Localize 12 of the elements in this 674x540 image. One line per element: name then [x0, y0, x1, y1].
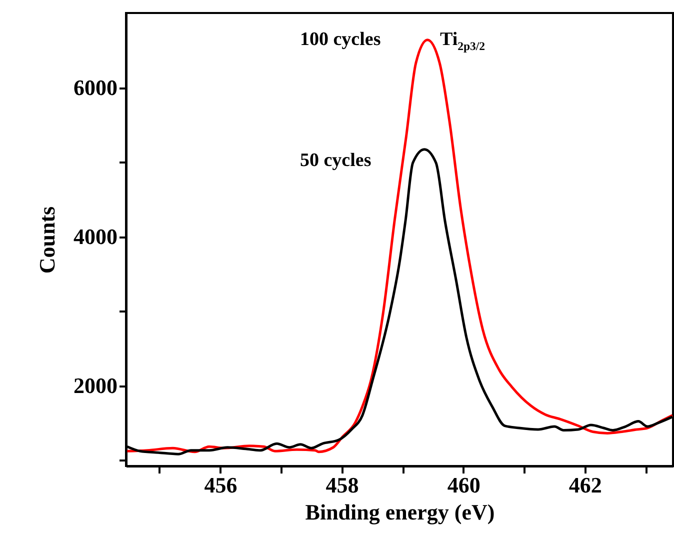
- annotation: 50 cycles: [300, 150, 372, 171]
- y-tick-label: 4000: [74, 224, 118, 250]
- x-tick-label: 460: [447, 472, 480, 498]
- x-tick-label: 456: [204, 472, 238, 498]
- y-tick-label: 2000: [74, 373, 118, 398]
- annotation: 100 cycles: [300, 29, 381, 50]
- y-axis-title: Counts: [34, 206, 60, 274]
- x-axis-title: Binding energy (eV): [305, 500, 495, 524]
- x-tick-label: 458: [326, 472, 359, 498]
- x-tick-label: 462: [568, 472, 602, 498]
- annotation: Ti$_{2p3/2}$: [440, 29, 486, 53]
- y-tick-label: 6000: [74, 75, 118, 100]
